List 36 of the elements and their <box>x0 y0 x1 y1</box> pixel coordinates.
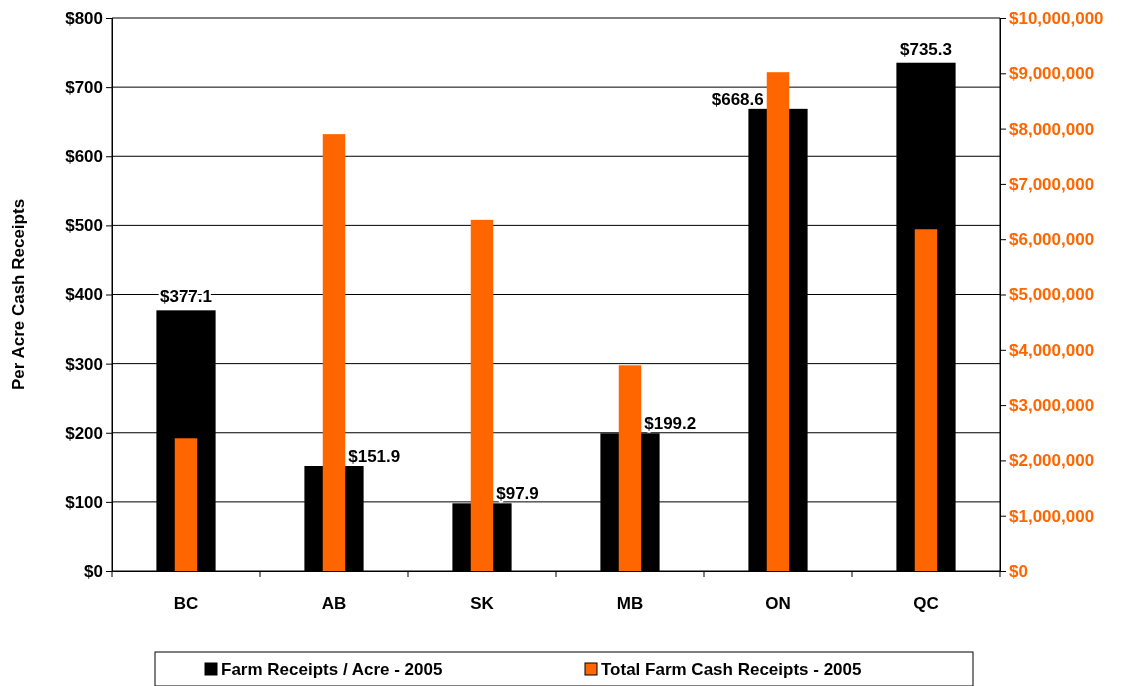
y-tick-label: $0 <box>84 561 103 581</box>
y-tick-label: $400 <box>65 285 103 305</box>
y2-tick-label: $9,000,000 <box>1009 64 1095 84</box>
x-tick-label: MB <box>616 594 644 614</box>
y2-tick-label: $0 <box>1009 561 1028 581</box>
y2-tick-label: $10,000,000 <box>1009 8 1104 28</box>
data-label: $151.9 <box>348 447 401 466</box>
legend-label: Farm Receipts / Acre - 2005 <box>221 660 443 679</box>
x-tick-label: BC <box>173 594 199 614</box>
y-tick-label: $700 <box>65 78 103 98</box>
data-label: $97.9 <box>496 484 539 504</box>
y2-tick-label: $7,000,000 <box>1009 174 1095 194</box>
x-tick-label: SK <box>470 594 495 614</box>
y-tick-label: $600 <box>65 147 103 167</box>
x-tick-label: AB <box>321 594 347 614</box>
y2-tick-label: $5,000,000 <box>1009 285 1095 305</box>
y2-tick-label: $3,000,000 <box>1009 396 1095 416</box>
y-tick-label: $500 <box>65 216 103 236</box>
y2-tick-label: $8,000,000 <box>1009 119 1095 139</box>
y2-tick-label: $1,000,000 <box>1009 506 1095 526</box>
y-tick-label: $800 <box>65 8 103 28</box>
y2-tick-label: $2,000,000 <box>1009 451 1095 471</box>
y-tick-label: $300 <box>65 354 103 374</box>
x-tick-label: ON <box>765 594 791 614</box>
y-tick-label: $100 <box>65 492 103 512</box>
legend-label: Total Farm Cash Receipts - 2005 <box>601 660 862 679</box>
bar <box>914 229 938 571</box>
x-tick-label: QC <box>913 594 939 614</box>
y-axis-title: Per Acre Cash Receipts <box>9 198 28 391</box>
y2-tick-label: $4,000,000 <box>1009 340 1095 360</box>
data-label: $735.3 <box>900 39 952 59</box>
y-tick-label: $200 <box>65 423 103 443</box>
bar <box>174 438 198 571</box>
data-label: $199.2 <box>644 414 697 434</box>
data-label: $668.6 <box>711 89 764 109</box>
y2-tick-label: $6,000,000 <box>1009 230 1095 250</box>
